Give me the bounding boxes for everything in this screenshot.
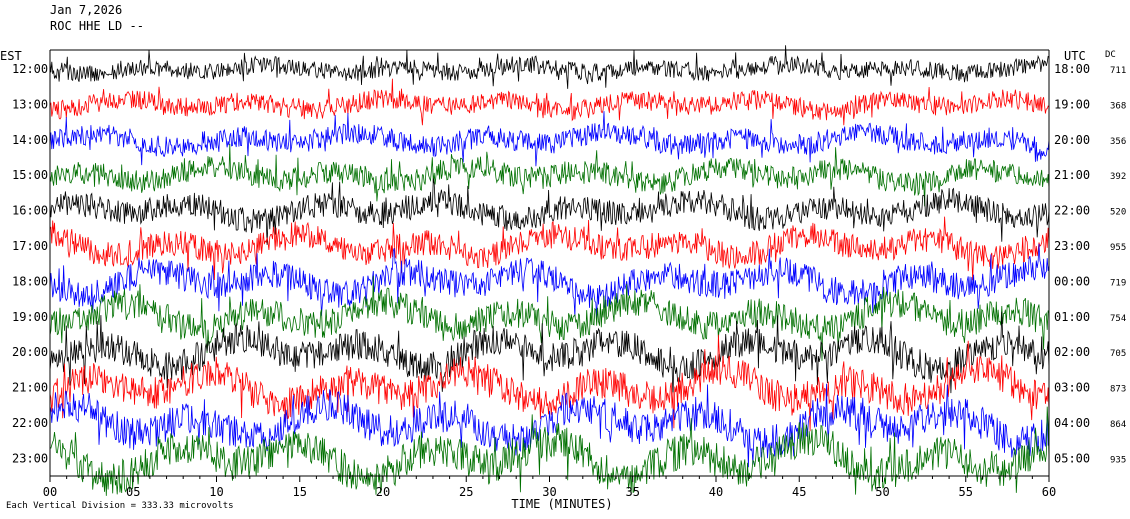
utc-hour-label: 01:00 [1054,310,1090,324]
dc-value: 754 [1110,314,1126,324]
x-tick-label: 20 [376,485,390,499]
x-tick-label: 55 [959,485,973,499]
est-hour-label: 12:00 [12,62,48,76]
utc-hour-label: 04:00 [1054,416,1090,430]
est-hour-label: 19:00 [12,310,48,324]
footer-note: Each Vertical Division = 333.33 microvol… [6,501,234,511]
dc-label: DC [1105,50,1116,60]
plot-frame [49,49,1050,482]
x-axis-title: TIME (MINUTES) [511,497,612,511]
est-hour-label: 15:00 [12,168,48,182]
trace-line [49,45,1050,89]
x-tick-label: 40 [709,485,723,499]
est-hour-label: 17:00 [12,239,48,253]
trace-line [49,275,1050,361]
x-tick-label: 50 [875,485,889,499]
x-tick-label: 45 [792,485,806,499]
est-hour-label: 18:00 [12,274,48,288]
trace-line [49,243,1050,319]
trace-line [49,311,1050,399]
utc-hour-label: 21:00 [1054,168,1090,182]
dc-value: 356 [1110,137,1126,147]
est-hour-label: 14:00 [12,133,48,147]
header-date: Jan 7,2026 [50,3,123,17]
x-tick-label: 60 [1042,485,1056,499]
trace-line [49,334,1050,432]
dc-value: 955 [1110,243,1126,253]
dc-value: 873 [1110,385,1126,395]
utc-hour-label: 22:00 [1054,204,1090,218]
est-hour-label: 21:00 [12,381,48,395]
trace-line [49,111,1050,167]
est-hour-label: 13:00 [12,97,48,111]
utc-hour-label: 18:00 [1054,62,1090,76]
utc-hour-label: 00:00 [1054,274,1090,288]
dc-value: 719 [1110,278,1126,288]
x-tick-label: 05 [126,485,140,499]
est-hour-label: 20:00 [12,345,48,359]
est-hour-label: 16:00 [12,204,48,218]
trace-line [49,78,1050,126]
est-hour-label: 22:00 [12,416,48,430]
dc-value: 392 [1110,172,1126,182]
traces-layer [49,45,1050,496]
dc-value: 711 [1110,66,1126,76]
dc-value: 864 [1110,420,1126,430]
x-tick-label: 15 [293,485,307,499]
utc-label: UTC [1064,49,1086,63]
utc-hour-label: 20:00 [1054,133,1090,147]
x-tick-label: 25 [459,485,473,499]
x-tick-label: 00 [43,485,57,499]
est-label: EST [0,49,22,63]
labels-layer: 00 05 10 15 20 25 30 35 40 45 50 55 60 EST UTC DC TIME (… [0,49,1126,511]
x-tick-label: 10 [209,485,223,499]
trace-line [49,216,1050,281]
trace-line [49,178,1050,245]
dc-value: 520 [1110,208,1126,218]
utc-hour-label: 03:00 [1054,381,1090,395]
header-station: ROC HHE LD -- [50,19,144,33]
utc-hour-label: 23:00 [1054,239,1090,253]
utc-hour-label: 19:00 [1054,97,1090,111]
utc-hour-label: 05:00 [1054,451,1090,465]
utc-hour-label: 02:00 [1054,345,1090,359]
est-hour-label: 23:00 [12,451,48,465]
trace-line [49,143,1050,207]
dc-value: 705 [1110,349,1126,359]
dc-value: 935 [1110,455,1126,465]
x-tick-label: 35 [626,485,640,499]
x-tick-label: 30 [542,485,556,499]
trace-line [49,383,1050,468]
dc-value: 368 [1110,101,1126,111]
